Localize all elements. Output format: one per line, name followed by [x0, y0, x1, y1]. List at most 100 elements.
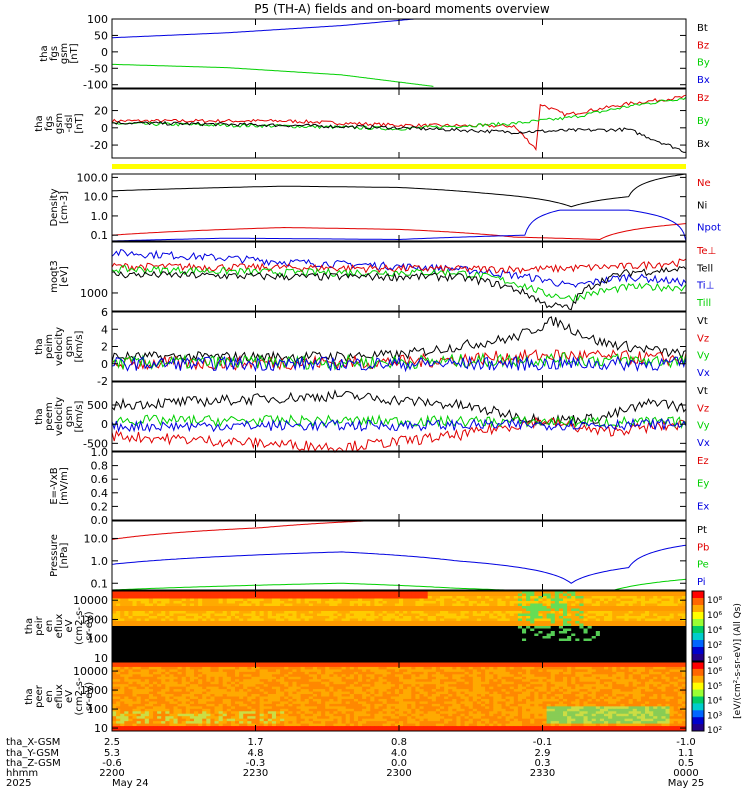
y-axis-label: [nPa] [59, 542, 70, 568]
y-tick-label: 1000 [80, 613, 108, 626]
y-tick-label: 0.0 [91, 514, 109, 527]
y-tick-label: 0 [101, 46, 108, 59]
legend-entry: Ey [697, 479, 709, 490]
y-axis-label: gsm [54, 113, 65, 134]
legend-entry: Pb [697, 542, 709, 553]
y-axis-label: tha [24, 688, 35, 704]
y-tick-label: 100 [87, 633, 108, 646]
series-Vt [111, 389, 687, 427]
y-tick-label: 0 [101, 122, 108, 135]
series-Vz [111, 416, 687, 454]
y-axis-label: Density [49, 188, 60, 226]
y-axis-label: tha [34, 338, 45, 354]
y-tick-label: -20 [90, 139, 108, 152]
y-tick-label: 1000 [80, 684, 108, 697]
colorbar-frame [691, 590, 705, 662]
panel-2: 20 0 -20 tha fgs gsm -dsl [nT] Bz By Bx [34, 88, 710, 159]
series-Pb [111, 520, 365, 540]
legend-entry: Vt [697, 386, 708, 397]
legend-entry: Till [696, 298, 711, 309]
colorbar-cell [692, 612, 704, 620]
y-axis-label: tha [24, 618, 35, 634]
y-axis-label: gsm [59, 43, 70, 64]
y-axis-label: tha [34, 115, 45, 131]
series-By [111, 63, 434, 87]
axis-info: tha_X-GSM 2.5 1.7 0.8 -0.1 -1.0 tha_Y-GSM 5.3 4.… [6, 737, 704, 789]
y-axis-label: en [44, 690, 55, 703]
colorbar-cell [692, 682, 704, 691]
legend-entry: Pe [697, 560, 709, 571]
legend-entry: Ti⊥ [696, 281, 714, 292]
y-tick-label: 2 [101, 341, 108, 354]
colorbar-cell [692, 647, 704, 655]
axis-row-value: 0.8 [391, 737, 407, 748]
y-tick-label: 1000 [80, 287, 108, 300]
legend-entry: Bz [697, 93, 709, 104]
y-axis-label: sr-eV) [84, 611, 95, 640]
series-Bz [111, 94, 687, 151]
y-axis-label: [km/s] [74, 400, 85, 432]
panel-8: 10.0 1.0 0.1 Pressure [nPa] Pt Pb Pe Pi [49, 520, 709, 592]
y-axis-label: (cm2-s- [74, 677, 85, 715]
y-axis-label: [nT] [69, 43, 80, 63]
legend-entry: Bx [697, 139, 710, 150]
legend-entry: By [697, 116, 710, 127]
legend-entry: Npot [697, 223, 721, 234]
y-axis-label: eflux [54, 684, 65, 709]
colorbar-cell [692, 696, 704, 704]
y-tick-label: 0.2 [91, 500, 109, 513]
axis-row-value: 4.0 [391, 748, 407, 759]
y-tick-label: -2 [97, 375, 108, 388]
colorbar-cell [692, 717, 704, 725]
axis-row-value: 0.5 [678, 758, 694, 769]
y-axis-label: peer [34, 684, 45, 708]
spectrogram-cells [112, 591, 687, 662]
y-axis-label: [cm-3] [59, 191, 70, 224]
y-tick-label: 0.6 [91, 473, 109, 486]
colorbar-cell [692, 724, 704, 732]
y-tick-label: 50 [94, 29, 108, 42]
axis-row-value: -0.6 [102, 758, 122, 769]
y-axis-label: peir [34, 615, 45, 635]
y-tick-label: 1.0 [91, 555, 109, 568]
colorbar-cell [692, 619, 704, 627]
colorbar-tick-label: 10⁴ [707, 626, 722, 636]
colorbar-cell [692, 689, 704, 697]
axis-row-value: 2.9 [535, 748, 551, 759]
figure-title: P5 (TH-A) fields and on-board moments ov… [254, 2, 550, 16]
panel-7: 1.00.80.60.40.20.0 E=-VxB [mV/m] Ez Ey Ex [49, 446, 709, 527]
colorbar-tick-label: 10⁸ [707, 596, 722, 606]
colorbar-cell [692, 626, 704, 634]
axis-row-value: 2330 [530, 768, 555, 779]
series-Ni [111, 173, 687, 208]
y-axis-label: tha [39, 45, 50, 61]
y-tick-label: 0.1 [91, 229, 109, 242]
y-tick-label: 10000 [73, 594, 108, 607]
panel-10: 10000 1000 100 10 tha peer en eflux eV (cm2-s-sr-… [24, 661, 687, 735]
y-axis-label: en [44, 620, 55, 633]
colorbar-tick-label: 10⁶ [707, 667, 722, 677]
colorbar-cell [692, 668, 704, 677]
y-axis-label: E=-VxB [49, 467, 60, 504]
axis-row-label: tha_Y-GSM [6, 748, 59, 759]
y-tick-label: 0 [101, 358, 108, 371]
legend-entry: Ex [697, 501, 709, 512]
y-tick-label: 1.0 [91, 210, 109, 223]
colorbar-tick-label: 10² [707, 641, 722, 651]
series-Tell [112, 266, 687, 311]
legend-entry: Bx [697, 75, 710, 86]
y-tick-label: 10 [94, 652, 108, 665]
y-tick-label: 10.0 [84, 191, 109, 204]
colorbar-tick-label: 10² [707, 726, 722, 736]
y-axis-label: eflux [54, 614, 65, 639]
legend-entry: By [697, 58, 710, 69]
legend-entry: Ez [697, 456, 709, 467]
panel-3: 100.0 10.0 1.0 0.1 Density [cm-3] Ne Ni Npot [49, 171, 721, 242]
y-tick-label: -100 [83, 79, 108, 92]
axis-year: 2025 [6, 778, 31, 789]
colorbar-cell [692, 703, 704, 711]
yellow-status-bar [112, 164, 686, 169]
legend-entry: Bt [697, 23, 708, 34]
series-Till [111, 265, 687, 303]
colorbar-cell [692, 710, 704, 718]
